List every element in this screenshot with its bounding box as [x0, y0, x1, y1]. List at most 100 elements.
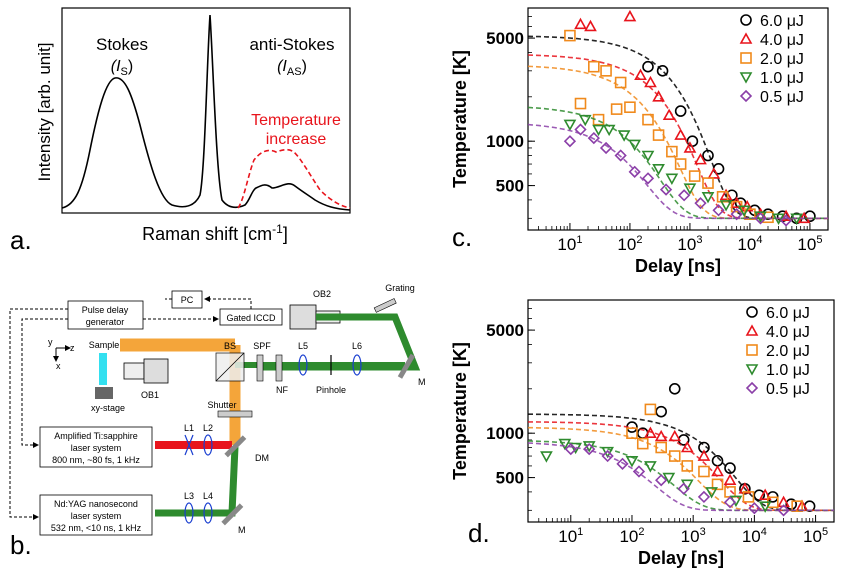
data-point — [624, 101, 636, 114]
data-point — [666, 145, 678, 158]
axis-y-label: y — [48, 337, 53, 347]
series-group: 0.5 μJ — [527, 89, 828, 227]
legend-marker — [740, 14, 752, 26]
x-tick-exp: 1 — [577, 526, 583, 538]
data-point — [668, 383, 681, 395]
data-point — [688, 170, 701, 182]
x-tick-exp: 4 — [756, 234, 762, 246]
shutter-icon — [217, 410, 253, 418]
temperature-label-line2: increase — [266, 131, 327, 148]
y-tick-label: 500 — [496, 177, 524, 196]
data-point — [668, 450, 681, 462]
data-point — [711, 478, 724, 491]
data-point — [724, 462, 736, 474]
panel-label-d: d. — [468, 518, 490, 548]
x-tick-label: 101 — [558, 526, 583, 546]
dm-label: DM — [255, 453, 269, 463]
x-tick-label: 104 — [737, 234, 762, 254]
ti-sapphire-box — [39, 426, 153, 468]
y-tick-label: 1000 — [486, 132, 524, 151]
data-point — [644, 461, 657, 473]
data-point — [742, 491, 755, 503]
data-point — [674, 128, 688, 140]
data-point — [702, 149, 714, 162]
data-point — [662, 108, 676, 121]
green-return-beam — [260, 313, 421, 371]
data-point — [654, 429, 668, 442]
data-point — [578, 114, 592, 127]
data-point — [785, 498, 798, 511]
fit-curve — [528, 426, 834, 512]
lens-l4-icon — [203, 502, 213, 524]
ob1-label: OB1 — [141, 390, 159, 400]
axis-x-label: x — [56, 361, 61, 371]
legend-label: 4.0 μJ — [760, 32, 804, 49]
data-point — [558, 438, 572, 451]
data-point — [623, 9, 637, 22]
x-tick-base: 10 — [677, 235, 696, 254]
data-point — [677, 189, 691, 202]
x-tick-exp: 2 — [638, 526, 644, 538]
data-point — [705, 487, 718, 499]
ob2-label: OB2 — [313, 289, 331, 299]
nd-yag-box — [39, 494, 153, 536]
data-point — [564, 442, 577, 456]
l4-label: L4 — [203, 491, 213, 501]
data-point — [697, 490, 711, 504]
data-point — [707, 167, 721, 179]
pc-label: PC — [181, 295, 194, 305]
data-point — [583, 442, 596, 456]
x-tick-label: 102 — [619, 526, 644, 546]
legend-marker — [739, 89, 753, 103]
data-point — [674, 158, 687, 170]
legend-marker — [745, 364, 759, 376]
data-point — [674, 105, 687, 117]
legend-label: 6.0 μJ — [760, 13, 804, 30]
x-tick-label: 102 — [617, 234, 642, 254]
fit-curve — [527, 106, 828, 220]
legend-label: 2.0 μJ — [760, 51, 804, 68]
legend-label: 0.5 μJ — [760, 89, 804, 106]
data-point — [777, 504, 790, 517]
fit-curve — [527, 442, 834, 512]
data-point — [574, 17, 587, 30]
plot-frame — [527, 299, 835, 523]
spectrum-dashed-curve — [237, 148, 351, 209]
data-point — [737, 205, 751, 217]
legend-label: 2.0 μJ — [766, 343, 810, 360]
data-point — [634, 68, 647, 81]
grating-icon — [373, 298, 397, 313]
x-tick-base: 10 — [803, 527, 822, 546]
mirror-top-label: M — [418, 377, 426, 387]
data-point — [711, 464, 724, 477]
xy-stage-label: xy-stage — [91, 403, 125, 413]
nd-label-3: 532 nm, <10 ns, 1 kHz — [51, 523, 142, 533]
stokes-label: Stokes — [96, 35, 148, 54]
spf-icon — [256, 354, 264, 382]
data-point — [698, 465, 710, 478]
data-point — [599, 141, 613, 155]
data-point — [662, 472, 676, 485]
lens-l1-icon — [184, 434, 194, 456]
ob2-icon — [289, 304, 317, 330]
l6-label: L6 — [352, 341, 362, 351]
data-point — [626, 427, 638, 439]
legend-marker — [745, 324, 759, 336]
y-axis-label: Temperature [K] — [450, 342, 470, 480]
x-tick-base: 10 — [681, 527, 700, 546]
setup-schematic-panel: PC Pulse delay generator Gated ICCD OB2 … — [9, 283, 426, 536]
data-point — [738, 482, 752, 494]
data-point — [665, 173, 679, 185]
legend-marker — [746, 344, 758, 356]
data-point — [697, 449, 711, 461]
data-point — [614, 76, 627, 89]
data-point — [574, 97, 587, 110]
pinhole-label: Pinhole — [316, 385, 346, 395]
data-point — [587, 131, 600, 145]
nf-icon — [275, 354, 283, 382]
lens-l2-icon — [203, 434, 213, 456]
pulse-delay-box — [67, 300, 144, 330]
x-tick-exp: 5 — [816, 234, 822, 246]
y-tick-label: 1000 — [486, 424, 524, 443]
